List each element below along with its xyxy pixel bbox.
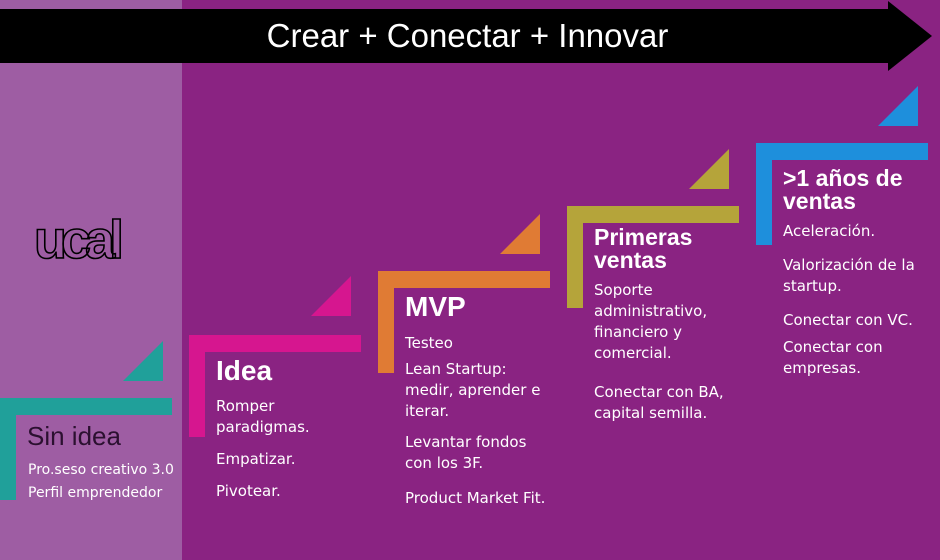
step-ventas-item-4: Conectar con empresas. bbox=[783, 338, 883, 377]
step-idea-bar-v bbox=[189, 335, 205, 437]
banner-bar bbox=[0, 9, 890, 63]
step-primeras-ventas-bar-h bbox=[567, 206, 739, 223]
step-mvp-item-1: Testeo bbox=[405, 334, 453, 352]
logo-text: ucal bbox=[34, 210, 121, 270]
step-sin-idea-bar-v bbox=[0, 398, 16, 500]
step-ventas-bar-v bbox=[756, 143, 772, 245]
step-idea-item-2: Empatizar. bbox=[216, 450, 296, 468]
step-primeras-ventas-title: Primeras ventas bbox=[594, 224, 693, 273]
step-idea-item-3: Pivotear. bbox=[216, 482, 281, 500]
step-primeras-ventas-triangle-icon bbox=[689, 149, 729, 189]
step-sin-idea-triangle-icon bbox=[123, 341, 163, 381]
step-idea-bar-h bbox=[189, 335, 361, 352]
step-primeras-ventas-bar-v bbox=[567, 206, 583, 308]
step-sin-idea-item-2: Perfil emprendedor bbox=[28, 485, 163, 501]
step-sin-idea-title: Sin idea bbox=[27, 421, 121, 451]
step-mvp-triangle-icon bbox=[500, 214, 540, 254]
ucal-logo: ucal bbox=[33, 209, 128, 270]
step-mvp-bar-v bbox=[378, 271, 394, 373]
step-mvp-bar-h bbox=[378, 271, 550, 288]
step-sin-idea-bar-h bbox=[0, 398, 172, 415]
step-mvp-item-4: Product Market Fit. bbox=[405, 489, 546, 507]
step-mvp-item-3: Levantar fondos con los 3F. bbox=[405, 433, 527, 472]
step-ventas-bar-h bbox=[756, 143, 928, 160]
step-sin-idea-item-1: Pro.seso creativo 3.0 bbox=[28, 462, 174, 478]
step-mvp-item-2: Lean Startup: medir, aprender e iterar. bbox=[405, 360, 541, 420]
step-idea-title: Idea bbox=[216, 355, 273, 386]
step-ventas-item-3: Conectar con VC. bbox=[783, 311, 913, 329]
step-primeras-ventas-item-2: Conectar con BA, capital semilla. bbox=[594, 383, 724, 422]
banner-title: Crear + Conectar + Innovar bbox=[266, 17, 669, 54]
step-ventas-title: >1 años de ventas bbox=[783, 165, 903, 214]
step-idea-triangle-icon bbox=[311, 276, 351, 316]
step-primeras-ventas-item-1: Soporte administrativo, financiero y com… bbox=[594, 281, 708, 362]
left-panel bbox=[0, 0, 182, 560]
step-idea-item-1: Romper paradigmas. bbox=[216, 397, 310, 436]
step-ventas-item-1: Aceleración. bbox=[783, 222, 876, 240]
banner-arrow-icon bbox=[888, 1, 932, 71]
step-ventas-triangle-icon bbox=[878, 86, 918, 126]
step-ventas-item-2: Valorización de la startup. bbox=[783, 256, 915, 295]
step-mvp-title: MVP bbox=[405, 291, 466, 322]
